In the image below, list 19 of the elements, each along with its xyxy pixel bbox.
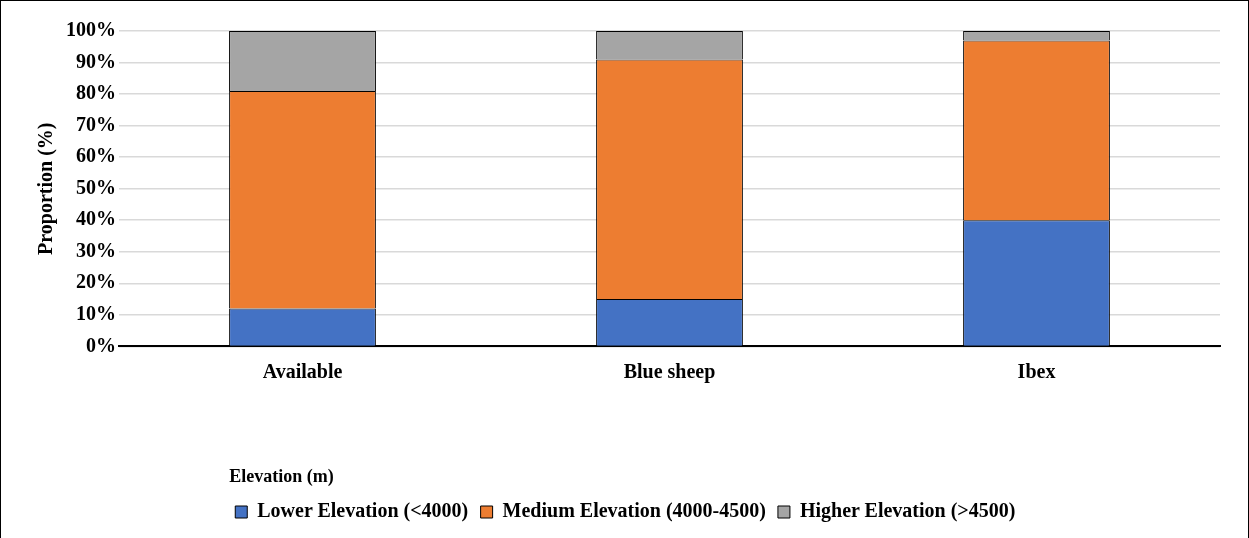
y-tick-label: 0% [86, 333, 116, 356]
legend-label: Medium Elevation (4000-4500) [502, 499, 766, 523]
y-tick-label: 20% [76, 270, 116, 293]
y-tick-label: 70% [76, 112, 116, 135]
y-tick-label: 60% [76, 144, 116, 167]
x-tick-label: Available [262, 359, 343, 382]
legend-title: Elevation (m) [229, 466, 334, 488]
y-tick-label: 10% [76, 302, 116, 325]
legend-label: Lower Elevation (<4000) [257, 499, 469, 523]
y-tick-label: 50% [76, 175, 116, 198]
y-tick-label: 90% [76, 49, 116, 72]
y-tick-label: 40% [76, 207, 116, 230]
y-tick-label: 100% [66, 18, 116, 41]
x-tick-label: Ibex [1017, 359, 1056, 382]
y-tick-label: 80% [76, 81, 116, 104]
y-axis-title: Proportion (%) [34, 122, 58, 255]
legend-label: Higher Elevation (>4500) [799, 499, 1016, 523]
x-tick-label: Blue sheep [623, 359, 716, 383]
y-tick-label: 30% [76, 238, 116, 261]
